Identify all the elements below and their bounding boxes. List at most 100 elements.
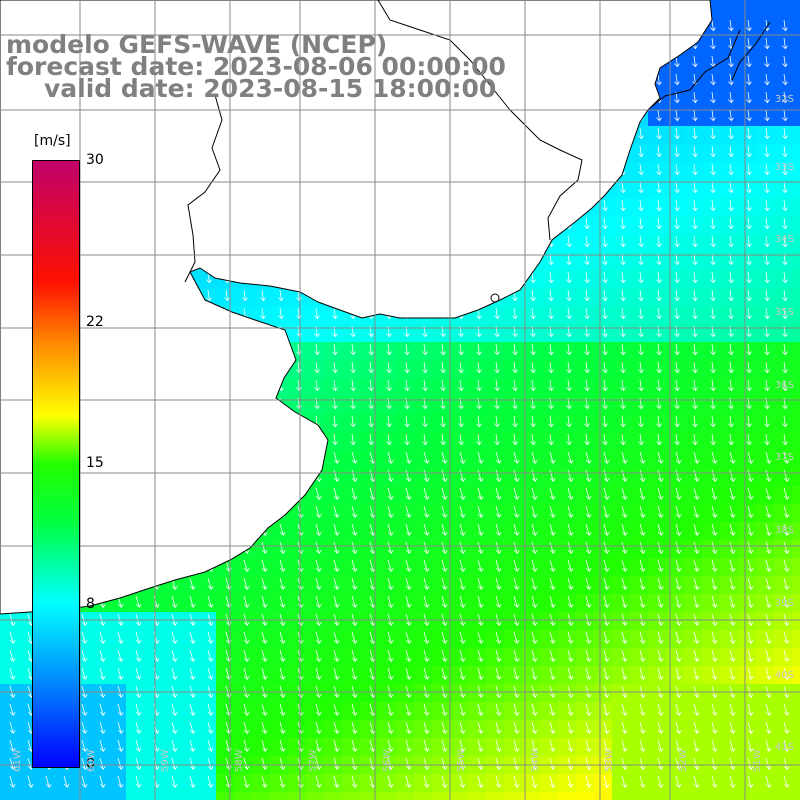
wind-arrow-head	[746, 387, 752, 392]
field-cell	[198, 738, 216, 756]
field-cell	[756, 36, 774, 54]
wind-arrow	[711, 253, 714, 265]
wind-arrow	[261, 559, 266, 572]
wind-arrow	[603, 451, 608, 464]
wind-arrow-head	[549, 621, 556, 626]
wind-arrow-head	[639, 585, 646, 590]
field-cell	[378, 684, 396, 702]
field-cell	[648, 360, 666, 378]
field-cell	[612, 504, 630, 522]
field-cell	[504, 540, 522, 558]
field-cell	[504, 576, 522, 594]
field-cell	[756, 378, 774, 396]
wind-arrow	[621, 523, 626, 536]
wind-arrow-head	[243, 603, 250, 608]
field-cell	[684, 72, 702, 90]
wind-arrow	[495, 559, 500, 572]
wind-arrow-head	[639, 477, 646, 482]
field-cell	[180, 684, 198, 702]
field-cell	[774, 360, 792, 378]
wind-arrow-head	[459, 477, 466, 482]
wind-arrow-head	[746, 207, 752, 212]
field-cell	[486, 540, 504, 558]
wind-arrow	[513, 451, 518, 464]
wind-arrow-head	[351, 513, 358, 518]
field-cell	[630, 738, 648, 756]
wind-arrow	[603, 523, 608, 536]
wind-arrow-head	[782, 441, 788, 446]
wind-arrow-head	[549, 477, 556, 482]
field-cell	[144, 774, 162, 792]
wind-arrow	[405, 379, 408, 391]
wind-arrow-head	[459, 459, 466, 464]
wind-arrow-head	[747, 495, 754, 500]
field-cell	[594, 450, 612, 468]
wind-arrow	[675, 163, 678, 175]
field-cell	[756, 684, 774, 702]
field-cell	[792, 162, 800, 180]
field-cell	[270, 684, 288, 702]
field-cell	[612, 432, 630, 450]
wind-arrow-head	[512, 297, 518, 302]
field-cell	[756, 342, 774, 360]
field-cell	[504, 450, 522, 468]
wind-arrow-head	[530, 333, 536, 338]
field-cell	[180, 594, 198, 612]
field-cell	[90, 684, 108, 702]
field-cell	[378, 396, 396, 414]
field-cell	[522, 792, 540, 800]
wind-arrow	[783, 217, 786, 229]
field-cell	[252, 630, 270, 648]
wind-arrow	[711, 541, 716, 554]
wind-arrow	[495, 379, 498, 391]
field-cell	[396, 378, 414, 396]
wind-arrow-head	[656, 351, 662, 356]
field-cell	[648, 684, 666, 702]
field-cell	[144, 648, 162, 666]
wind-arrow	[693, 523, 698, 536]
wind-arrow-head	[783, 495, 790, 500]
wind-arrow	[297, 343, 300, 355]
field-cell	[630, 720, 648, 738]
field-cell	[198, 666, 216, 684]
wind-arrow	[765, 595, 770, 608]
field-cell	[486, 594, 504, 612]
wind-arrow-head	[458, 369, 464, 374]
field-cell	[540, 594, 558, 612]
wind-arrow	[693, 559, 698, 572]
field-cell	[648, 522, 666, 540]
wind-arrow-head	[225, 621, 232, 626]
field-cell	[504, 396, 522, 414]
wind-arrow-head	[692, 225, 698, 230]
wind-arrow-head	[368, 405, 374, 410]
wind-arrow-head	[423, 531, 430, 536]
field-cell	[198, 792, 216, 800]
wind-arrow-head	[459, 549, 466, 554]
field-cell	[486, 702, 504, 720]
wind-arrow	[729, 19, 732, 31]
wind-arrow	[747, 145, 750, 157]
wind-arrow-head	[656, 261, 662, 266]
field-cell	[630, 288, 648, 306]
wind-arrow	[549, 307, 552, 319]
wind-arrow-head	[261, 549, 268, 554]
wind-arrow-head	[675, 531, 682, 536]
field-cell	[792, 450, 800, 468]
wind-arrow	[765, 163, 768, 175]
wind-arrow-head	[189, 621, 196, 626]
wind-arrow-head	[531, 549, 538, 554]
field-cell	[450, 342, 468, 360]
wind-arrow-head	[782, 153, 788, 158]
wind-arrow-head	[387, 621, 394, 626]
field-cell	[126, 612, 144, 630]
wind-arrow-head	[728, 243, 734, 248]
wind-arrow	[729, 91, 732, 103]
field-cell	[504, 378, 522, 396]
field-cell	[792, 630, 800, 648]
wind-arrow	[747, 73, 750, 85]
wind-arrow	[495, 505, 500, 518]
field-cell	[468, 522, 486, 540]
field-cell	[774, 324, 792, 342]
wind-arrow-head	[404, 441, 410, 446]
wind-arrow-head	[764, 315, 770, 320]
